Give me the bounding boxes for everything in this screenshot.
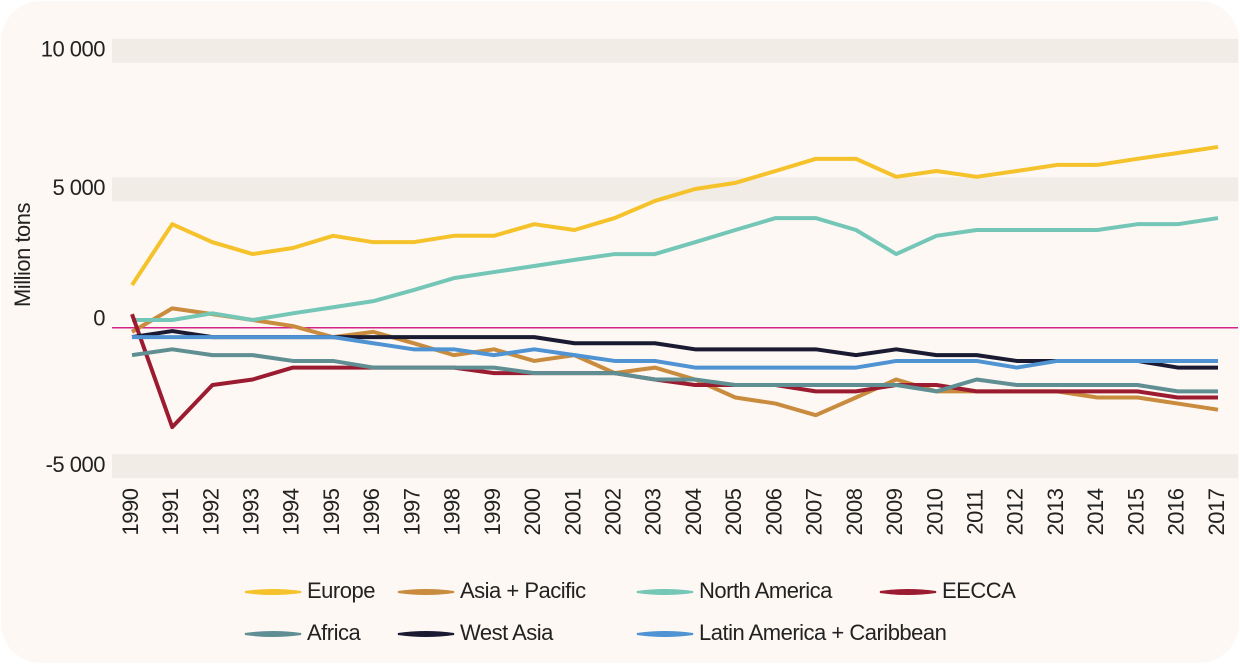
legend-label: Europe xyxy=(307,578,375,603)
legend-label: Africa xyxy=(307,620,362,645)
x-tick-label: 1994 xyxy=(279,488,304,535)
series-line xyxy=(131,347,1218,394)
x-tick-label: 2008 xyxy=(842,488,867,535)
y-tick-label: 0 xyxy=(93,306,105,331)
x-tick-label: 2013 xyxy=(1043,488,1068,535)
x-tick-label: 1995 xyxy=(319,488,344,535)
x-tick-label: 2010 xyxy=(922,488,947,535)
x-tick-label: 1997 xyxy=(399,488,424,535)
x-tick-label: 2004 xyxy=(681,488,706,535)
grid-band xyxy=(112,38,1238,63)
x-tick-label: 2011 xyxy=(962,489,987,535)
x-tick-label: 2017 xyxy=(1204,488,1229,535)
y-tick-label: 10 000 xyxy=(41,37,106,62)
x-tick-label: 1998 xyxy=(440,488,465,535)
x-tick-label: 2007 xyxy=(802,488,827,535)
legend-label: Asia + Pacific xyxy=(460,578,586,603)
x-tick-label: 2015 xyxy=(1123,488,1148,535)
y-axis-label: Million tons xyxy=(10,202,35,307)
legend-label: Latin America + Caribbean xyxy=(699,620,946,645)
y-tick-label: 5 000 xyxy=(52,175,105,200)
x-tick-label: 1999 xyxy=(480,488,505,535)
grid-band xyxy=(112,454,1238,479)
legend-label: EECCA xyxy=(942,578,1016,603)
legend-swatch xyxy=(244,631,302,637)
x-tick-label: 1990 xyxy=(118,488,143,535)
x-tick-label: 2009 xyxy=(882,488,907,535)
legend-swatch xyxy=(397,589,455,595)
x-tick-label: 2001 xyxy=(560,488,585,535)
series-line xyxy=(130,144,1219,287)
legend-swatch xyxy=(879,589,937,595)
legend-swatch xyxy=(244,589,302,595)
x-tick-label: 2006 xyxy=(761,488,786,535)
x-tick-label: 1993 xyxy=(238,488,263,535)
series-line xyxy=(132,216,1219,322)
series-line xyxy=(130,313,1218,430)
x-tick-label: 1992 xyxy=(198,488,223,535)
series-line xyxy=(132,335,1218,370)
x-tick-label: 2016 xyxy=(1164,488,1189,535)
x-tick-label: 2014 xyxy=(1083,488,1108,535)
x-tick-label: 1991 xyxy=(158,488,183,535)
grid-band xyxy=(112,177,1238,202)
legend-swatch xyxy=(397,631,455,637)
legend-label: North America xyxy=(699,578,833,603)
legend-swatch xyxy=(636,589,694,595)
y-tick-label: -5 000 xyxy=(46,452,106,477)
legend-label: West Asia xyxy=(460,620,554,645)
x-tick-label: 2003 xyxy=(641,488,666,535)
legend-swatch xyxy=(636,631,694,637)
x-tick-label: 2002 xyxy=(600,488,625,535)
x-tick-label: 2000 xyxy=(520,488,545,535)
x-tick-label: 2012 xyxy=(1003,488,1028,535)
x-tick-label: 2005 xyxy=(721,488,746,535)
x-tick-label: 1996 xyxy=(359,488,384,535)
